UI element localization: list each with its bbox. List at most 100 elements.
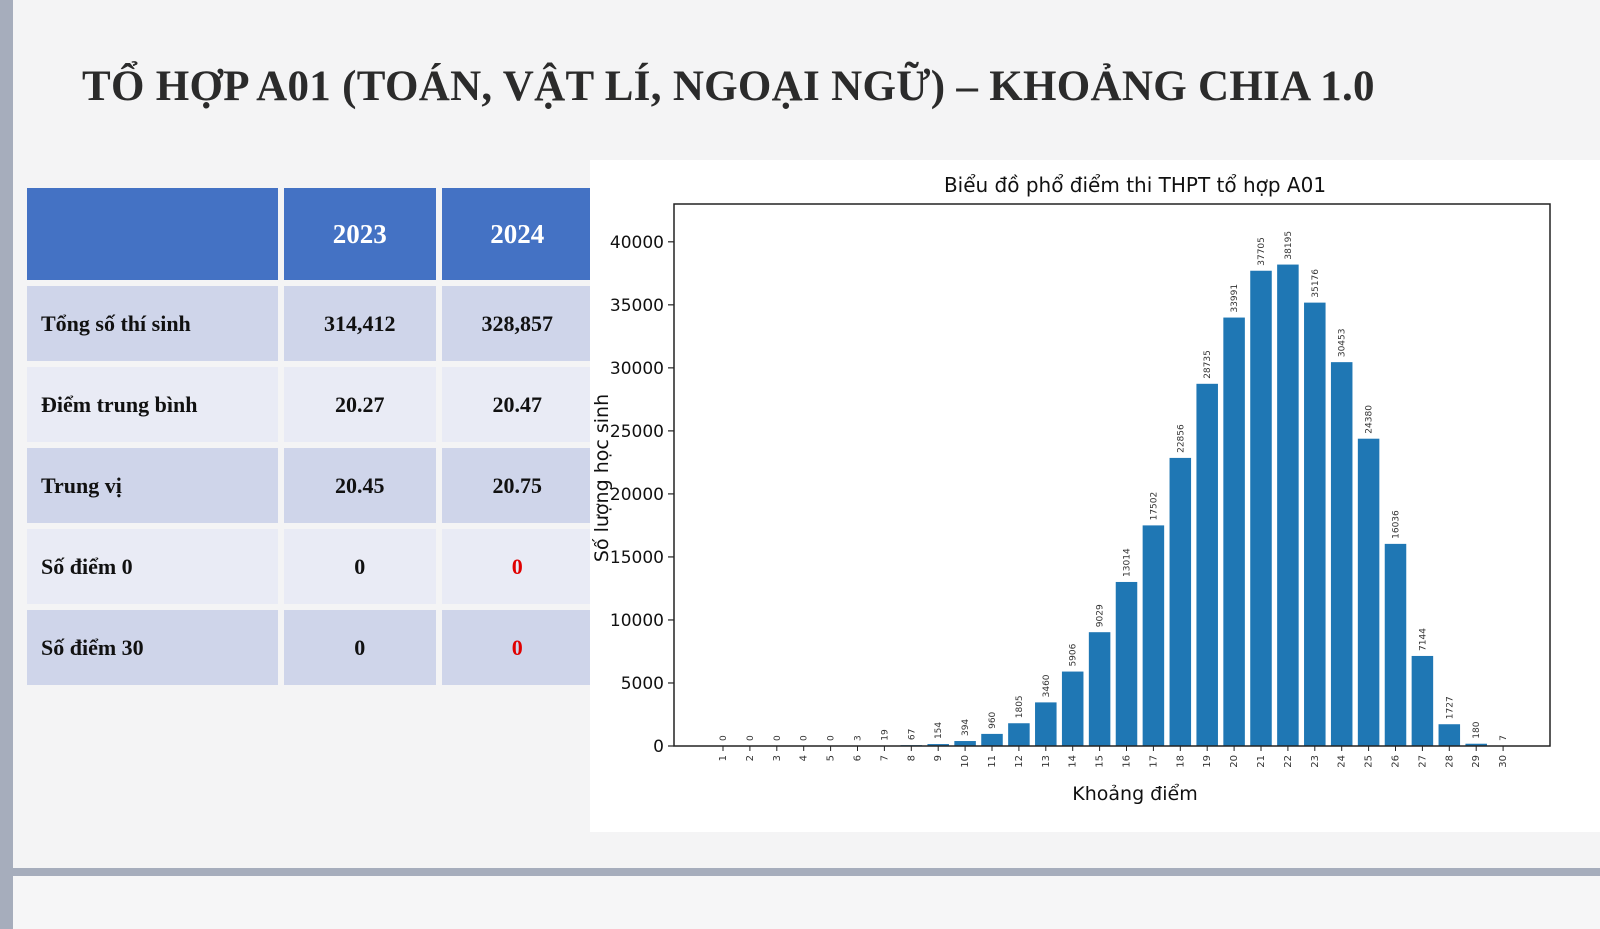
value-2024: 20.47 bbox=[441, 367, 593, 442]
slide-title: TỔ HỢP A01 (TOÁN, VẬT LÍ, NGOẠI NGỮ) – K… bbox=[82, 63, 1375, 110]
bars bbox=[846, 264, 1514, 746]
bar bbox=[1196, 383, 1218, 746]
histogram-chart: Biểu đồ phổ điểm thi THPT tổ hợp A01 Kho… bbox=[591, 173, 1551, 805]
bar bbox=[1061, 671, 1084, 746]
value-2023: 0 bbox=[284, 529, 436, 604]
bar-data-label: 30453 bbox=[1338, 329, 1348, 358]
x-tick-label: 28 bbox=[1444, 755, 1455, 768]
bar bbox=[1277, 264, 1299, 746]
table-row: Trung vị 20.45 20.75 bbox=[27, 448, 593, 523]
x-tick-label: 17 bbox=[1148, 755, 1159, 768]
x-tick-label: 20 bbox=[1229, 755, 1240, 768]
bar bbox=[1169, 457, 1192, 746]
bar-data-label: 0 bbox=[800, 735, 810, 741]
x-tick-label: 2 bbox=[745, 755, 756, 761]
bar bbox=[954, 741, 976, 746]
bar bbox=[1088, 632, 1111, 746]
bar-data-label: 13014 bbox=[1123, 548, 1133, 577]
row-label: Số điểm 0 bbox=[27, 529, 279, 604]
x-tick-label: 4 bbox=[799, 755, 810, 761]
bar-data-label: 35176 bbox=[1311, 269, 1321, 298]
row-label: Số điểm 30 bbox=[27, 610, 279, 685]
x-tick-label: 8 bbox=[906, 755, 917, 761]
plot-frame bbox=[673, 203, 1551, 747]
x-tick-label: 22 bbox=[1283, 755, 1294, 768]
bar-data-label: 7144 bbox=[1418, 628, 1428, 651]
y-tick-label: 35000 bbox=[610, 296, 664, 316]
x-tick-label: 10 bbox=[960, 755, 971, 768]
x-tick-label: 11 bbox=[987, 755, 998, 768]
bar-data-label: 16036 bbox=[1392, 510, 1402, 539]
bar-labels: 0 0 0 0 0 3 19 67 154 394 960 1805 3460 5906 9029 13014… bbox=[719, 231, 1509, 741]
value-2023: 20.27 bbox=[284, 367, 436, 442]
bar-data-label: 0 bbox=[827, 735, 837, 741]
bar bbox=[1357, 438, 1380, 746]
table-row: Tổng số thí sinh 314,412 328,857 bbox=[27, 286, 593, 361]
y-tick-label: 10000 bbox=[610, 611, 664, 631]
bar-data-label: 67 bbox=[907, 729, 917, 740]
x-tick-label: 16 bbox=[1122, 755, 1133, 768]
slide-divider bbox=[13, 868, 1600, 876]
bar-data-label: 37705 bbox=[1257, 237, 1267, 266]
chart-panel: Biểu đồ phổ điểm thi THPT tổ hợp A01 Kho… bbox=[590, 160, 1600, 832]
header-empty-cell bbox=[27, 188, 279, 280]
bar-data-label: 3460 bbox=[1042, 674, 1052, 697]
x-tick-label: 25 bbox=[1364, 755, 1375, 768]
x-tick-label: 19 bbox=[1202, 755, 1213, 768]
x-tick-label: 1 bbox=[718, 755, 729, 761]
y-tick-label: 30000 bbox=[610, 359, 664, 379]
row-label: Điểm trung bình bbox=[27, 367, 279, 442]
value-2024: 328,857 bbox=[441, 286, 593, 361]
y-axis: 0 5000 10000 15000 20000 25000 30000 35000 40000 bbox=[610, 233, 674, 757]
x-tick-label: 13 bbox=[1041, 755, 1052, 768]
x-tick-label: 18 bbox=[1175, 755, 1186, 768]
bar bbox=[1384, 543, 1407, 746]
bar bbox=[927, 744, 949, 746]
bar bbox=[1223, 317, 1245, 746]
bar bbox=[981, 733, 1003, 746]
value-2023: 20.45 bbox=[284, 448, 436, 523]
x-tick-label: 14 bbox=[1068, 755, 1079, 768]
x-tick-label: 9 bbox=[933, 755, 944, 761]
x-tick-label: 6 bbox=[853, 755, 864, 761]
value-2024: 0 bbox=[441, 610, 593, 685]
next-slide-preview bbox=[13, 876, 1600, 929]
bar-data-label: 9029 bbox=[1096, 604, 1106, 627]
table-row: Điểm trung bình 20.27 20.47 bbox=[27, 367, 593, 442]
bar-data-label: 0 bbox=[773, 735, 783, 741]
table-header-row: 2023 2024 bbox=[27, 188, 593, 280]
bar-data-label: 7 bbox=[1499, 735, 1509, 741]
row-label: Trung vị bbox=[27, 448, 279, 523]
header-2024: 2024 bbox=[441, 188, 593, 280]
x-tick-label: 27 bbox=[1417, 755, 1428, 768]
y-tick-label: 25000 bbox=[610, 422, 664, 442]
x-tick-label: 26 bbox=[1391, 755, 1402, 768]
value-2024: 20.75 bbox=[441, 448, 593, 523]
bar bbox=[1142, 525, 1165, 746]
left-edge-bar bbox=[0, 0, 13, 929]
bar bbox=[1115, 581, 1138, 746]
bar-data-label: 22856 bbox=[1176, 424, 1186, 453]
bar bbox=[1330, 362, 1353, 746]
y-tick-label: 15000 bbox=[610, 548, 664, 568]
y-tick-label: 0 bbox=[653, 737, 664, 757]
table-row: Số điểm 30 0 0 bbox=[27, 610, 593, 685]
chart-title: Biểu đồ phổ điểm thi THPT tổ hợp A01 bbox=[944, 173, 1326, 197]
bar-data-label: 0 bbox=[746, 735, 756, 741]
bar-data-label: 5906 bbox=[1069, 643, 1079, 666]
x-axis-label: Khoảng điểm bbox=[1072, 783, 1197, 805]
x-tick-label: 21 bbox=[1256, 755, 1267, 768]
bar-data-label: 19 bbox=[880, 729, 890, 741]
bar-data-label: 154 bbox=[934, 722, 944, 739]
bar-data-label: 3 bbox=[854, 735, 864, 741]
x-tick-label: 5 bbox=[826, 755, 837, 761]
bar-data-label: 33991 bbox=[1230, 284, 1240, 313]
x-tick-label: 29 bbox=[1471, 755, 1482, 768]
value-2024: 0 bbox=[441, 529, 593, 604]
y-tick-label: 20000 bbox=[610, 485, 664, 505]
x-tick-label: 15 bbox=[1095, 755, 1106, 768]
bar-data-label: 28735 bbox=[1203, 350, 1213, 379]
table-row: Số điểm 0 0 0 bbox=[27, 529, 593, 604]
bar-data-label: 17502 bbox=[1149, 492, 1159, 521]
x-tick-label: 30 bbox=[1498, 755, 1509, 768]
